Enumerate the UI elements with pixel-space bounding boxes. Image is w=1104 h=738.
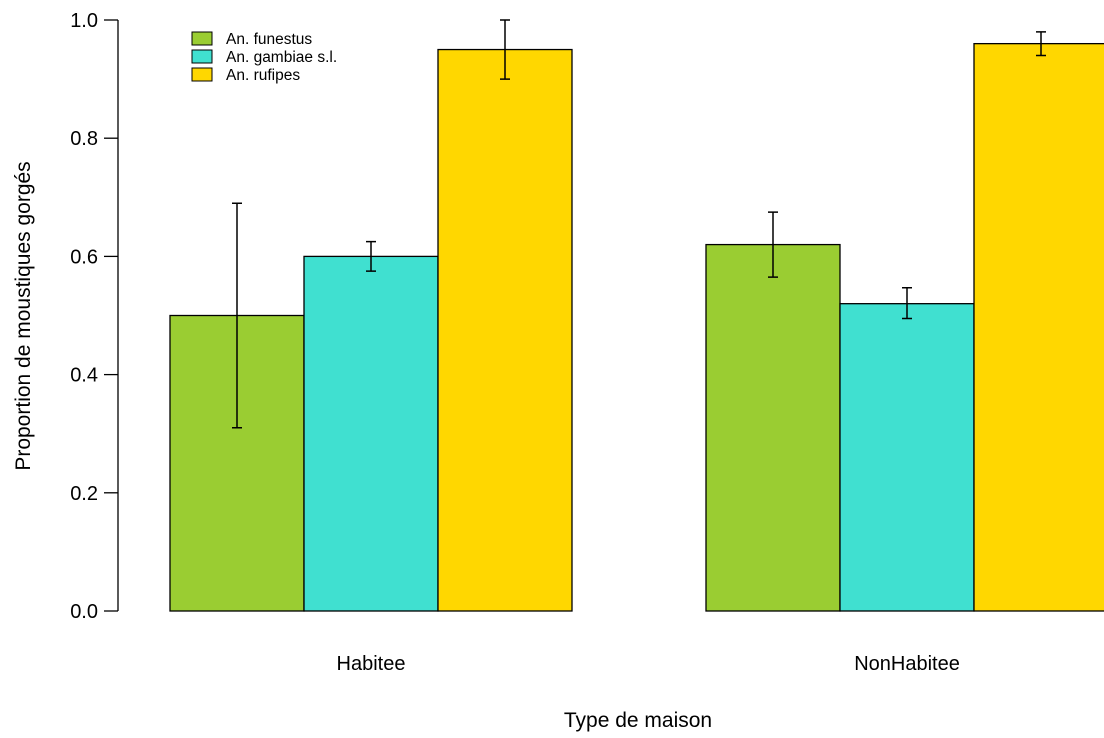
error-bar-nonhabitee-2	[1036, 31, 1046, 57]
x-tick-label: Habitee	[337, 653, 406, 675]
bars-layer	[169, 42, 1104, 612]
error-bars-layer	[232, 19, 1046, 429]
y-tick-label: 1.0	[70, 10, 98, 32]
error-bar-nonhabitee-1	[902, 286, 912, 320]
error-bar-nonhabitee-0	[768, 211, 778, 278]
legend-label: An. funestus	[226, 31, 312, 48]
legend-label: An. rufipes	[226, 67, 300, 84]
x-axis-label: Type de maison	[564, 709, 712, 732]
y-tick-label: 0.0	[70, 601, 98, 623]
y-axis-label: Proportion de moustiques gorgés	[12, 161, 35, 470]
y-tick-label: 0.2	[70, 483, 98, 505]
bar-nonhabitee-2	[973, 42, 1104, 612]
y-tick-label: 0.6	[70, 246, 98, 268]
bar-habitee-2	[437, 48, 573, 612]
y-tick-label: 0.8	[70, 128, 98, 150]
error-bar-habitee-1	[366, 240, 376, 272]
y-axis: 0.0 0.2 0.4 0.6 0.8 1.0	[70, 10, 119, 623]
legend-swatch	[191, 49, 213, 64]
y-tick-label: 0.4	[70, 365, 98, 387]
error-bar-habitee-2	[500, 19, 510, 80]
legend-swatch	[191, 31, 213, 46]
bar-nonhabitee-1	[839, 303, 975, 612]
legend-swatch	[191, 67, 213, 82]
legend-label: An. gambiae s.l.	[226, 49, 337, 66]
x-tick-label: NonHabitee	[854, 653, 960, 675]
bar-habitee-1	[303, 255, 439, 612]
x-axis-categories: Habitee NonHabitee	[337, 653, 960, 675]
error-bar-habitee-0	[232, 202, 242, 429]
bar-nonhabitee-0	[705, 243, 841, 612]
